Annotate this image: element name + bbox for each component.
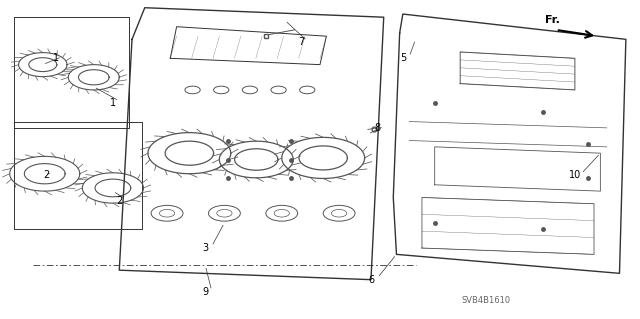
Text: 9: 9 — [202, 287, 209, 297]
Text: 6: 6 — [368, 275, 374, 285]
Text: 10: 10 — [569, 170, 581, 180]
Text: 2: 2 — [116, 196, 122, 206]
Text: 3: 3 — [202, 243, 209, 253]
Text: 7: 7 — [298, 38, 304, 48]
Text: 1: 1 — [110, 98, 116, 108]
Text: 1: 1 — [52, 53, 59, 63]
Text: SVB4B1610: SVB4B1610 — [461, 296, 510, 305]
Text: 2: 2 — [43, 170, 49, 180]
Text: 8: 8 — [374, 123, 380, 133]
Text: Fr.: Fr. — [545, 15, 560, 25]
Text: 5: 5 — [400, 53, 406, 63]
